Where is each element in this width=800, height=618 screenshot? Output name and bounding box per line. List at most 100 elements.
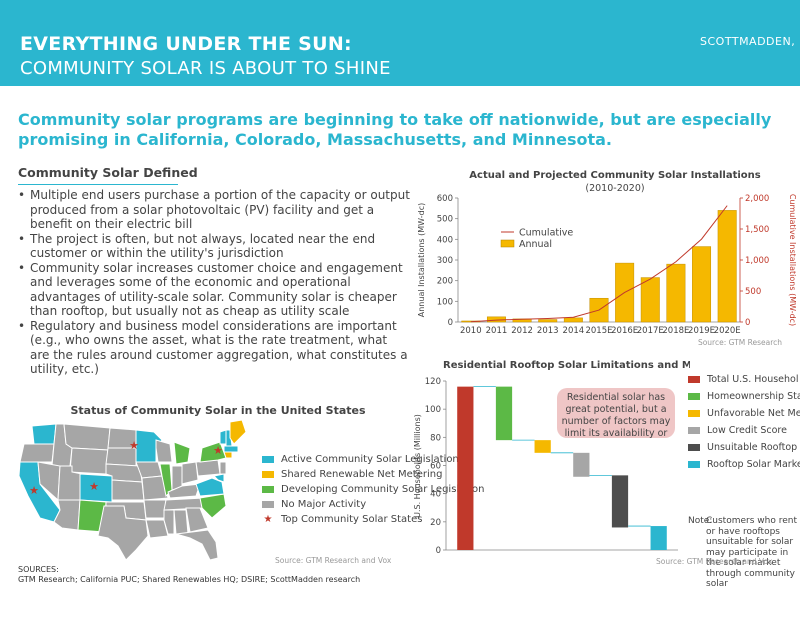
y-tick-label: 60 [430, 462, 441, 472]
legend-label: Homeownership Sta [707, 391, 800, 402]
header-title-line1: EVERYTHING UNDER THE SUN: [20, 33, 352, 55]
x-tick-label: 2013 [537, 326, 559, 336]
waterfall-bar [534, 440, 551, 453]
annual-bar [692, 246, 712, 323]
y-tick-label: 120 [425, 377, 441, 387]
map-state-carolinas [199, 493, 227, 519]
installations-chart: Actual and Projected Community Solar Ins… [417, 170, 797, 347]
map-state-connecticut [223, 451, 233, 459]
map-state-montana [63, 423, 111, 451]
header-banner: EVERYTHING UNDER THE SUN: COMMUNITY SOLA… [0, 0, 800, 86]
y2-tick-label: 2,000 [745, 194, 769, 204]
map-state-missouri [141, 475, 169, 501]
residential-chart-axes: 0 20 40 60 80 100 120 [425, 377, 678, 556]
map-state-massachusetts [223, 445, 239, 453]
waterfall-bar [457, 386, 474, 550]
y2-tick-label: 500 [745, 287, 761, 297]
map-state-new-york [199, 441, 227, 463]
y2-tick-label: 0 [745, 318, 750, 328]
x-tick-label: 2019E [688, 326, 715, 336]
x-tick-label: 2011 [486, 326, 508, 336]
legend-swatch [688, 444, 700, 451]
annual-bar [538, 319, 558, 323]
x-tick-label: 2012 [511, 326, 533, 336]
map-state-delaware-maryland [212, 473, 225, 483]
waterfall-bar [650, 526, 667, 550]
legend-swatch [262, 501, 274, 508]
residential-chart-ylabel: U.S. Households (Millions) [413, 414, 422, 518]
definition-title: Community Solar Defined [18, 165, 198, 180]
x-tick-label: 2018E [662, 326, 689, 336]
installations-chart-line [470, 205, 728, 323]
y-tick-label: 20 [430, 518, 441, 528]
map-state-maine [229, 419, 247, 445]
x-tick-label: 2014 [563, 326, 585, 336]
y-tick-label: 40 [430, 490, 441, 500]
installations-chart-bars [461, 210, 737, 323]
legend-label: Developing Community Solar Legislation [281, 484, 485, 495]
legend-swatch [688, 461, 700, 468]
star-icon: ★ [263, 514, 273, 525]
map-legend-item: No Major Activity [262, 497, 484, 512]
legend-label: Low Credit Score [707, 425, 787, 436]
installations-chart-source: Source: GTM Research [698, 338, 782, 347]
residential-legend-item: Rooftop Solar Marke [688, 456, 800, 473]
map-star-massachusetts: ★ [213, 444, 223, 457]
cumulative-line [470, 205, 728, 323]
installations-chart-title: Actual and Projected Community Solar Ins… [469, 170, 760, 181]
map-state-virginia [195, 477, 225, 497]
residential-callout: Residential solar has great potential, b… [557, 388, 675, 438]
definition-bullet: Regulatory and business model considerat… [18, 319, 410, 377]
map-state-louisiana [145, 519, 169, 539]
y2-tick-label: 1,500 [745, 225, 769, 235]
y-tick-label: 0 [436, 546, 441, 556]
map-source: Source: GTM Research and Vox [275, 556, 392, 565]
map-legend-item: ★ Top Community Solar States [262, 512, 484, 527]
residential-legend-item: Unsuitable Rooftop [688, 439, 800, 456]
definition-bullets: Multiple end users purchase a portion of… [18, 188, 410, 377]
map-state-arizona [53, 499, 81, 531]
residential-legend-item: Low Credit Score [688, 422, 800, 439]
annual-bar [717, 210, 737, 323]
annual-bar [640, 277, 660, 323]
legend-label: Shared Renewable Net Metering [281, 469, 443, 480]
map-state-wyoming [69, 447, 109, 475]
map-state-washington [31, 423, 57, 445]
map-state-georgia [185, 507, 209, 533]
map-star-minnesota: ★ [129, 439, 139, 452]
residential-legend-item: Unfavorable Net Me [688, 405, 800, 422]
y-tick-label: 100 [437, 297, 453, 307]
map-state-texas [97, 505, 149, 561]
definition-bullet: The project is often, but not always, lo… [18, 232, 410, 261]
legend-label: Top Community Solar States [281, 514, 423, 525]
residential-chart-bars [457, 386, 667, 550]
y-tick-label: 500 [437, 215, 453, 225]
legend-swatch [688, 393, 700, 400]
residential-legend-item: Total U.S. Househol [688, 371, 800, 388]
map-state-kansas [111, 479, 145, 501]
legend-label: Total U.S. Househol [707, 374, 799, 385]
annual-bar [666, 263, 686, 323]
residential-chart-title: Residential Rooftop Solar Limitations an… [443, 360, 690, 371]
y-tick-label: 600 [437, 194, 453, 204]
sources-text: GTM Research; California PUC; Shared Ren… [18, 575, 361, 584]
definition-title-rule [18, 184, 178, 185]
legend-label: Active Community Solar Legislation [281, 454, 459, 465]
residential-note: Note: Customers who rent or have rooftop… [688, 516, 800, 590]
note-text: Customers who rent or have rooftops unsu… [706, 516, 797, 589]
installations-chart-ylabel: Annual Installations (MW-dc) [417, 203, 426, 317]
y2-tick-label: 1,000 [745, 256, 769, 266]
map-state-alabama [173, 509, 189, 535]
map-state-wisconsin [155, 439, 173, 463]
legend-label: No Major Activity [281, 499, 367, 510]
residential-legend-item: Homeownership Sta [688, 388, 800, 405]
residential-source: Source: GTM Research and Vox [656, 557, 773, 566]
legend-label: Annual [519, 239, 552, 250]
map-state-new-jersey [219, 461, 227, 475]
waterfall-bar [495, 386, 513, 441]
map-state-vermont [219, 429, 227, 445]
x-tick-label: 2015E [585, 326, 612, 336]
x-tick-label: 2016E [611, 326, 638, 336]
map-legend-item: Shared Renewable Net Metering [262, 467, 484, 482]
legend-label: Unsuitable Rooftop [707, 442, 798, 453]
